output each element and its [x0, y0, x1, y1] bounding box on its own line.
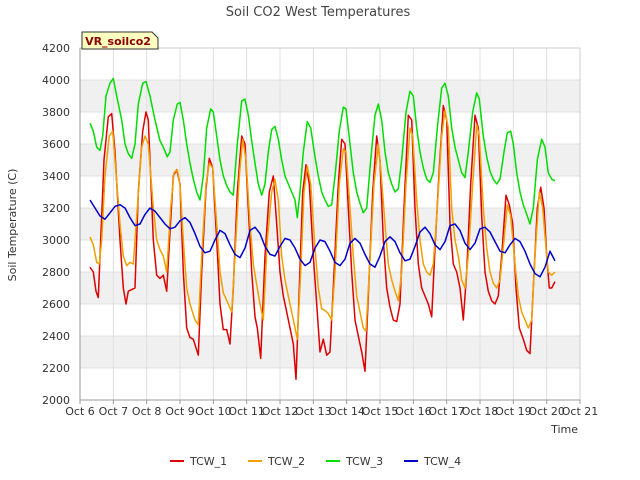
x-tick-label: Oct 13 — [295, 405, 332, 418]
series-lines — [89, 77, 556, 380]
x-tick-label: Oct 21 — [562, 405, 599, 418]
y-tick-label: 3000 — [42, 234, 70, 247]
x-tick-label: Oct 12 — [262, 405, 299, 418]
series-line-tcw-2 — [89, 109, 556, 340]
plot-band — [80, 176, 580, 208]
x-tick-label: Oct 8 — [132, 405, 162, 418]
series-line-tcw-3 — [89, 77, 556, 225]
x-tick-label: Oct 15 — [362, 405, 399, 418]
plot-band — [80, 208, 580, 240]
y-tick-label: 2200 — [42, 362, 70, 375]
x-tick-label: Oct 20 — [528, 405, 565, 418]
y-tick-labels: 2000 2200 2400 2600 2800 3000 3200 3400 3600 3800… — [42, 42, 70, 407]
plot-band — [80, 112, 580, 144]
plot-band — [80, 144, 580, 176]
y-tick-label: 4200 — [42, 42, 70, 55]
y-tick-label: 3400 — [42, 170, 70, 183]
legend-entry: TCW_3 — [345, 455, 383, 468]
legend-entry: TCW_2 — [267, 455, 305, 468]
x-tick-label: Oct 11 — [228, 405, 265, 418]
x-tick-label: Oct 9 — [165, 405, 195, 418]
series-line-tcw-1 — [89, 104, 556, 380]
plot-band — [80, 304, 580, 336]
legend-entry: TCW_1 — [189, 455, 227, 468]
series-line-tcw-4 — [89, 199, 556, 278]
x-tick-label: Oct 7 — [99, 405, 129, 418]
station-label: VR_soilco2 — [85, 35, 151, 48]
y-tick-label: 3600 — [42, 138, 70, 151]
x-tick-label: Oct 10 — [195, 405, 232, 418]
x-tick-label: Oct 6 — [65, 405, 95, 418]
x-tick-label: Oct 17 — [428, 405, 465, 418]
y-axis-label: Soil Temperature (C) — [6, 169, 19, 282]
station-label-badge: VR_soilco2 — [81, 31, 159, 50]
y-tick-label: 3200 — [42, 202, 70, 215]
chart-title: Soil CO2 West Temperatures — [226, 5, 411, 20]
y-tick-label: 2400 — [42, 330, 70, 343]
y-tick-label: 2000 — [42, 394, 70, 407]
x-tick-label: Oct 14 — [328, 405, 365, 418]
y-tick-label: 4000 — [42, 74, 70, 87]
x-tick-label: Oct 16 — [395, 405, 432, 418]
x-tick-label: Oct 19 — [495, 405, 532, 418]
plot-band — [80, 48, 580, 80]
plot-band — [80, 80, 580, 112]
x-tick-label: Oct 18 — [462, 405, 499, 418]
axes — [79, 47, 581, 401]
y-tick-label: 3800 — [42, 106, 70, 119]
plot-band — [80, 272, 580, 304]
x-axis-label: Time — [550, 423, 578, 436]
plot-band — [80, 368, 580, 400]
legend: TCW_1 TCW_2 TCW_3 TCW_4 — [170, 455, 461, 468]
y-tick-label: 2600 — [42, 298, 70, 311]
legend-entry: TCW_4 — [423, 455, 461, 468]
y-tick-label: 2800 — [42, 266, 70, 279]
